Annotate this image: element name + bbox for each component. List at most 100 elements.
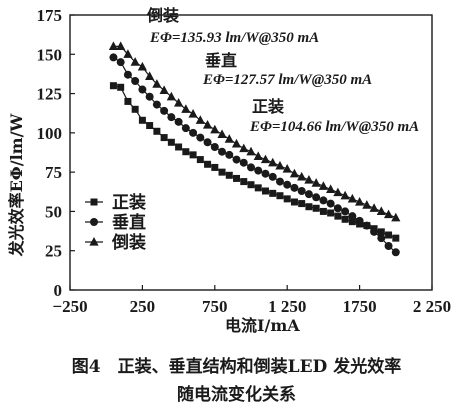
annotation-name-daozhuang: 倒装 bbox=[146, 6, 179, 25]
data-point-zhengzhuang bbox=[233, 174, 241, 182]
x-tick-label: −250 bbox=[52, 297, 87, 316]
data-point-daozhuang bbox=[202, 120, 213, 129]
data-point-daozhuang bbox=[145, 71, 155, 80]
y-tick-label: 75 bbox=[45, 163, 62, 182]
x-axis-label: 电流I/mA bbox=[225, 316, 300, 335]
x-tick-label: 1750 bbox=[343, 297, 377, 316]
y-tick-label: 50 bbox=[45, 202, 62, 221]
data-point-zhengzhuang bbox=[276, 192, 284, 200]
legend-item-zhengzhuang: 正装 bbox=[85, 192, 146, 213]
data-point-chuizhi bbox=[341, 207, 350, 216]
data-point-chuizhi bbox=[123, 70, 132, 79]
data-point-zhengzhuang bbox=[305, 203, 313, 211]
legend-marker-zhengzhuang bbox=[90, 198, 98, 206]
data-point-chuizhi bbox=[326, 199, 335, 208]
data-point-chuizhi bbox=[247, 163, 255, 172]
data-point-zhengzhuang bbox=[319, 207, 327, 215]
data-point-daozhuang bbox=[376, 206, 386, 216]
data-point-daozhuang bbox=[108, 41, 119, 51]
data-point-daozhuang bbox=[260, 154, 271, 164]
data-point-daozhuang bbox=[174, 98, 184, 107]
data-point-daozhuang bbox=[304, 175, 314, 184]
data-point-daozhuang bbox=[246, 146, 256, 156]
data-point-zhengzhuang bbox=[175, 143, 183, 151]
chart-axes bbox=[69, 14, 433, 291]
data-point-chuizhi bbox=[174, 117, 183, 126]
data-point-zhengzhuang bbox=[146, 122, 154, 130]
figure-caption-line2: 随电流变化关系 bbox=[177, 385, 296, 405]
data-point-daozhuang bbox=[188, 109, 198, 118]
legend-item-chuizhi: 垂直 bbox=[85, 212, 146, 233]
series-daozhuang bbox=[108, 41, 401, 222]
data-point-daozhuang bbox=[268, 157, 278, 167]
data-point-zhengzhuang bbox=[341, 215, 349, 223]
data-point-daozhuang bbox=[333, 187, 343, 197]
data-point-chuizhi bbox=[362, 221, 371, 230]
data-point-chuizhi bbox=[290, 183, 299, 192]
data-point-zhengzhuang bbox=[211, 163, 219, 171]
data-point-zhengzhuang bbox=[290, 198, 298, 206]
plot-frame bbox=[69, 14, 433, 291]
legend-marker-daozhuang bbox=[89, 237, 99, 246]
data-point-daozhuang bbox=[326, 184, 336, 194]
data-point-zhengzhuang bbox=[204, 160, 212, 168]
data-point-chuizhi bbox=[261, 169, 270, 178]
data-point-zhengzhuang bbox=[385, 231, 393, 239]
data-point-daozhuang bbox=[166, 91, 176, 101]
data-point-chuizhi bbox=[370, 227, 379, 236]
data-point-chuizhi bbox=[319, 196, 328, 205]
data-point-daozhuang bbox=[355, 197, 365, 206]
data-point-daozhuang bbox=[159, 85, 169, 95]
data-point-zhengzhuang bbox=[138, 116, 146, 124]
data-point-chuizhi bbox=[333, 204, 342, 213]
data-point-daozhuang bbox=[391, 212, 401, 222]
data-point-zhengzhuang bbox=[167, 138, 175, 146]
data-point-zhengzhuang bbox=[254, 184, 262, 192]
data-point-zhengzhuang bbox=[218, 168, 226, 176]
y-tick-label: 25 bbox=[45, 242, 62, 261]
data-point-daozhuang bbox=[130, 57, 140, 66]
data-point-chuizhi bbox=[312, 193, 321, 202]
data-point-daozhuang bbox=[297, 171, 307, 181]
data-point-daozhuang bbox=[123, 49, 133, 58]
data-point-daozhuang bbox=[253, 151, 263, 161]
data-point-chuizhi bbox=[384, 242, 393, 250]
data-point-chuizhi bbox=[225, 150, 234, 159]
data-point-chuizhi bbox=[391, 248, 400, 257]
data-point-daozhuang bbox=[210, 124, 220, 134]
data-point-daozhuang bbox=[282, 164, 292, 173]
legend-item-daozhuang: 倒装 bbox=[85, 232, 146, 253]
data-point-zhengzhuang bbox=[283, 195, 291, 203]
data-point-chuizhi bbox=[239, 158, 248, 167]
data-point-zhengzhuang bbox=[196, 156, 204, 164]
chart-annotations: 倒装 EΦ=135.93 lm/W@350 mA 垂直 EΦ=127.57 lm… bbox=[146, 6, 419, 135]
data-point-chuizhi bbox=[268, 172, 277, 181]
data-point-daozhuang bbox=[340, 190, 350, 200]
data-point-zhengzhuang bbox=[348, 218, 356, 226]
legend-label-zhengzhuang: 正装 bbox=[112, 192, 146, 213]
data-point-chuizhi bbox=[196, 133, 205, 142]
y-tick-label: 125 bbox=[37, 85, 63, 104]
x-tick-label: 2 250 bbox=[413, 297, 451, 316]
data-point-zhengzhuang bbox=[392, 234, 400, 242]
data-point-chuizhi bbox=[355, 216, 364, 225]
data-point-zhengzhuang bbox=[298, 200, 306, 208]
figure-caption-line1: 图4 正装、垂直结构和倒装LED 发光效率 bbox=[71, 357, 402, 377]
data-point-chuizhi bbox=[145, 92, 154, 101]
data-point-chuizhi bbox=[116, 58, 125, 67]
data-point-daozhuang bbox=[116, 41, 126, 51]
data-point-zhengzhuang bbox=[182, 148, 190, 156]
y-tick-label: 100 bbox=[37, 124, 63, 143]
data-point-daozhuang bbox=[289, 168, 300, 178]
data-point-zhengzhuang bbox=[247, 181, 255, 189]
x-tick-label: 750 bbox=[202, 297, 228, 316]
data-point-chuizhi bbox=[232, 155, 241, 164]
data-point-daozhuang bbox=[224, 134, 234, 143]
legend-marker-chuizhi bbox=[90, 218, 98, 226]
data-point-zhengzhuang bbox=[160, 134, 168, 142]
data-point-zhengzhuang bbox=[189, 151, 197, 159]
chart-plot-area bbox=[108, 41, 401, 257]
annotation-text-chuizhi: EΦ=127.57 lm/W@350 mA bbox=[202, 72, 372, 88]
